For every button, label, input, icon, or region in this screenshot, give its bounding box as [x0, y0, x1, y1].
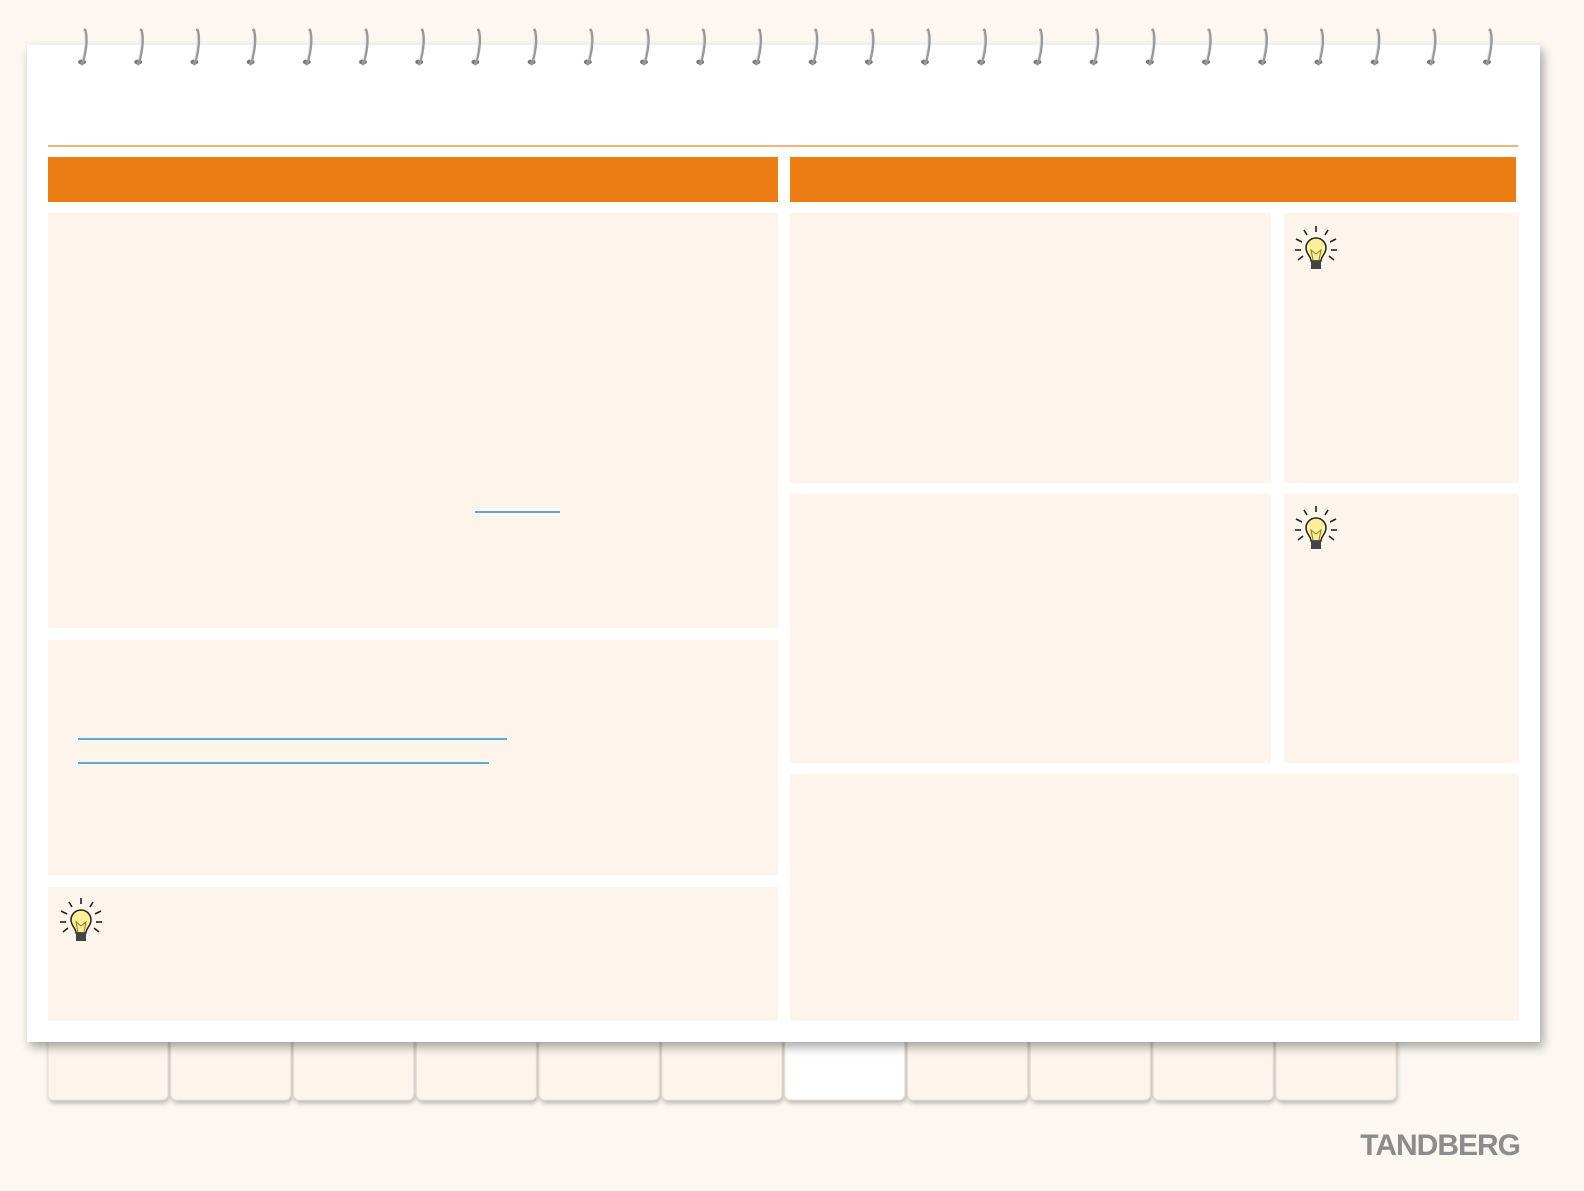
ring	[1035, 28, 1044, 66]
tab[interactable]	[47, 1034, 169, 1101]
ring-shine	[812, 30, 816, 61]
ring	[586, 28, 594, 66]
brand-logo: TANDBERG	[1360, 1129, 1520, 1162]
tab-row	[47, 1029, 1397, 1101]
ring	[1373, 28, 1381, 66]
ring-shine	[81, 30, 86, 61]
ring-shine	[868, 30, 873, 61]
ring-shine	[1149, 30, 1154, 61]
content-panel	[790, 213, 1271, 483]
ring-shine	[755, 30, 760, 61]
ring	[1260, 28, 1268, 66]
ring-shine	[250, 30, 254, 61]
ring	[642, 28, 650, 66]
ring-shine	[1093, 30, 1097, 61]
ring-shine	[362, 30, 367, 61]
tip-panel	[1284, 494, 1519, 763]
ring	[136, 28, 144, 66]
tab[interactable]	[170, 1034, 292, 1101]
ring	[249, 28, 257, 66]
content-panel	[790, 494, 1271, 763]
ring	[1204, 28, 1212, 66]
section-header-bar	[48, 157, 778, 202]
ring	[698, 28, 706, 66]
ring	[192, 28, 201, 66]
tip-panel	[48, 887, 778, 1021]
ring-shine	[643, 30, 648, 61]
spiral-binding	[78, 28, 1493, 66]
ring-shine	[980, 30, 985, 61]
ring-shine	[306, 30, 311, 61]
tab[interactable]	[293, 1034, 415, 1101]
section-header-bar	[790, 157, 1516, 202]
ring-shine	[193, 30, 198, 61]
ring-shine	[1036, 30, 1041, 61]
ring-shine	[699, 30, 704, 61]
ring	[361, 28, 369, 66]
ring	[923, 28, 931, 66]
tab[interactable]	[415, 1034, 537, 1101]
ring	[1429, 28, 1437, 66]
ring-shine	[137, 30, 142, 61]
ring-shine	[1430, 30, 1435, 61]
content-panel	[48, 640, 778, 875]
tab[interactable]	[1152, 1034, 1274, 1101]
tab[interactable]	[1029, 1034, 1151, 1101]
ring	[867, 28, 875, 66]
ring	[1316, 28, 1325, 66]
ring-shine	[1374, 30, 1378, 61]
ring-shine	[1486, 30, 1491, 61]
ring	[1485, 28, 1493, 66]
tab[interactable]	[907, 1034, 1029, 1101]
ring	[979, 28, 987, 66]
ring-shine	[531, 30, 535, 61]
tab[interactable]	[661, 1034, 783, 1101]
content-panel	[790, 774, 1519, 1021]
ring	[473, 28, 482, 66]
ring	[1148, 28, 1156, 66]
ring-shine	[1205, 30, 1210, 61]
tip-panel	[1284, 213, 1519, 483]
tab[interactable]	[1275, 1034, 1397, 1101]
content-panel	[48, 213, 778, 628]
ring-shine	[1261, 30, 1266, 61]
ring	[417, 28, 425, 66]
ring-shine	[474, 30, 479, 61]
ring-shine	[587, 30, 592, 61]
ring	[1092, 28, 1100, 66]
tab[interactable]	[538, 1034, 660, 1101]
ring	[530, 28, 538, 66]
ring	[754, 28, 763, 66]
ring	[80, 28, 88, 66]
ring	[305, 28, 313, 66]
ring-shine	[924, 30, 929, 61]
ring-shine	[418, 30, 423, 61]
ring-shine	[1317, 30, 1322, 61]
ring	[811, 28, 819, 66]
